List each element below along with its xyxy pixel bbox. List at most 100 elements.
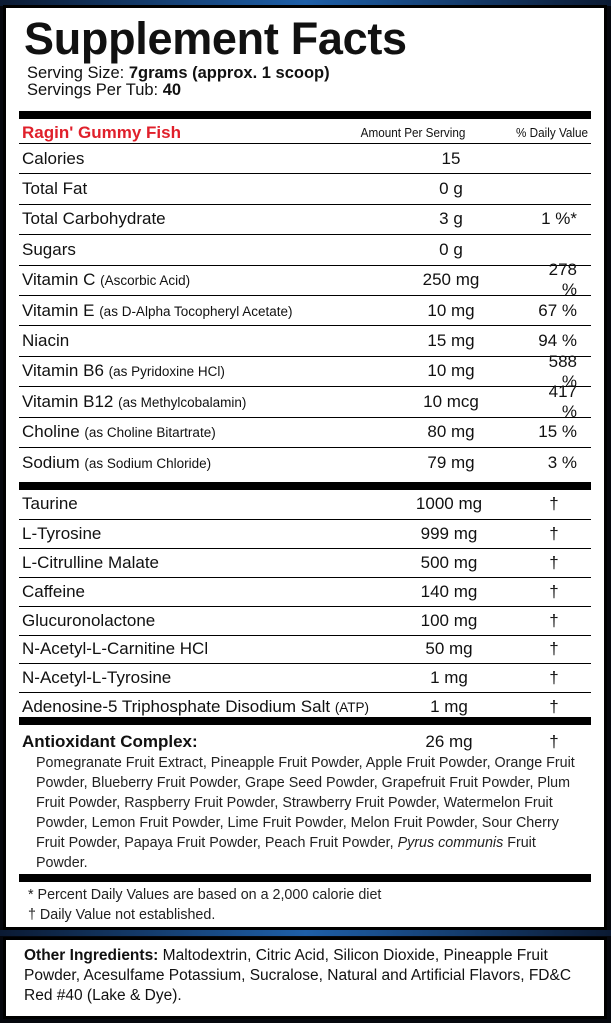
serving-size-label: Serving Size:: [27, 64, 125, 82]
nutrient-name: Calories: [22, 148, 85, 168]
row-amount: 79 mg: [427, 452, 475, 472]
panel-title: Supplement Facts: [24, 13, 407, 64]
row-amount: 0 g: [439, 239, 463, 259]
table-row: Calories 15: [19, 143, 591, 173]
table-row: Vitamin B6 (as Pyridoxine HCl) 10 mg 588 %: [19, 352, 591, 391]
row-name: Sodium (as Sodium Chloride): [22, 453, 396, 473]
nutrient-name: Vitamin B6: [22, 361, 104, 381]
row-dv: 417 %: [548, 381, 577, 421]
nutrient-name: Vitamin E: [22, 300, 95, 320]
row-name: L-Tyrosine: [22, 524, 394, 544]
row-amount: 10 mg: [427, 300, 475, 320]
antioxidant-list: Pomegranate Fruit Extract, Pineapple Fru…: [22, 753, 588, 873]
servings-value: 40: [162, 81, 182, 99]
background-strip: [0, 0, 611, 6]
table-row: Choline (as Choline Bitartrate) 80 mg 15 %: [19, 416, 591, 447]
antioxidant-label: Antioxidant Complex:: [22, 732, 198, 751]
nutrient-name: N-Acetyl-L-Carnitine HCl: [22, 639, 209, 659]
nutrient-name: Sodium: [22, 452, 80, 472]
nutrient-name: Taurine: [22, 494, 78, 514]
row-name: N-Acetyl-L-Carnitine HCl: [22, 639, 394, 659]
nutrient-name: Adenosine-5 Triphosphate Disodium Salt: [22, 697, 331, 717]
antioxidant-amount: 26 mg: [425, 732, 473, 751]
product-name: Ragin' Gummy Fish: [22, 122, 181, 142]
table-header: Ragin' Gummy Fish Amount Per Serving % D…: [22, 120, 588, 145]
row-dv: 3 %: [547, 452, 577, 472]
row-dv: †: [549, 639, 559, 659]
nutrient-note: (as Methylcobalamin): [118, 394, 247, 410]
table-row: L-Tyrosine 999 mg †: [19, 518, 591, 548]
nutrient-name: L-Tyrosine: [22, 523, 102, 543]
serving-size: Serving Size: 7grams (approx. 1 scoop): [27, 64, 330, 82]
row-amount: 10 mcg: [423, 391, 479, 411]
nutrient-name: Niacin: [22, 331, 70, 351]
table-row: Adenosine-5 Triphosphate Disodium Salt (…: [19, 692, 591, 721]
row-name: N-Acetyl-L-Tyrosine: [22, 668, 394, 688]
row-amount: 100 mg: [420, 610, 478, 630]
row-name: Choline (as Choline Bitartrate): [22, 422, 396, 442]
row-name: Vitamin B12 (as Methylcobalamin): [22, 392, 396, 412]
antioxidant-list-text: Pomegranate Fruit Extract, Pineapple Fru…: [36, 755, 575, 851]
dv-header: % Daily Value: [516, 125, 588, 140]
nutrient-name: L-Citrulline Malate: [22, 552, 159, 572]
row-dv: 94 %: [538, 331, 577, 351]
row-name: Vitamin C (Ascorbic Acid): [22, 270, 396, 290]
row-amount: 15 mg: [427, 331, 475, 351]
nutrient-name: Glucuronolactone: [22, 610, 156, 630]
row-dv: 588 %: [548, 351, 577, 391]
row-name: Total Carbohydrate: [22, 209, 396, 229]
row-amount: 1 mg: [430, 697, 468, 717]
row-amount: 15: [441, 148, 461, 168]
row-name: Sugars: [22, 240, 396, 260]
antioxidant-list-italic: Pyrus communis: [397, 835, 504, 851]
divider: [19, 717, 591, 725]
table-row: Taurine 1000 mg †: [19, 490, 591, 519]
row-name: Niacin: [22, 331, 396, 351]
row-dv: †: [549, 494, 559, 514]
nutrient-note: (as Pyridoxine HCl): [108, 364, 225, 380]
nutrient-name: Total Fat: [22, 179, 88, 199]
table-row: N-Acetyl-L-Tyrosine 1 mg †: [19, 663, 591, 692]
row-dv: 278 %: [548, 260, 577, 300]
nutrient-name: Caffeine: [22, 581, 86, 601]
servings-label: Servings Per Tub:: [27, 81, 159, 99]
table-row: N-Acetyl-L-Carnitine HCl 50 mg †: [19, 634, 591, 664]
row-amount: 80 mg: [427, 422, 475, 442]
nutrient-note: (as D-Alpha Tocopheryl Acetate): [99, 303, 293, 319]
servings-per-tub: Servings Per Tub: 40: [27, 81, 181, 99]
nutrient-name: Total Carbohydrate: [22, 209, 166, 229]
row-name: Taurine: [22, 494, 394, 514]
table-row: L-Citrulline Malate 500 mg †: [19, 547, 591, 577]
row-dv: †: [549, 610, 559, 630]
table-row: Sodium (as Sodium Chloride) 79 mg 3 %: [19, 447, 591, 477]
row-amount: 999 mg: [420, 523, 478, 543]
row-amount: 250 mg: [422, 270, 480, 290]
row-dv: †: [549, 697, 559, 717]
amount-header: Amount Per Serving: [360, 125, 466, 140]
table-row: Vitamin C (Ascorbic Acid) 250 mg 278 %: [19, 260, 591, 299]
background-strip: [0, 930, 611, 936]
row-amount: 3 g: [439, 209, 463, 229]
nutrient-note: (as Choline Bitartrate): [84, 425, 216, 441]
table-row: Vitamin B12 (as Methylcobalamin) 10 mcg 41…: [19, 382, 591, 421]
other-ingredients-label: Other Ingredients:: [24, 947, 159, 964]
row-name: Vitamin E (as D-Alpha Tocopheryl Acetate…: [22, 301, 396, 321]
table-row: Niacin 15 mg 94 %: [19, 325, 591, 355]
row-name: Caffeine: [22, 582, 394, 602]
other-ingredients-panel: Other Ingredients: Maltodextrin, Citric …: [3, 937, 607, 1019]
row-dv: †: [549, 581, 559, 601]
footnote-dagger: † Daily Value not established.: [28, 907, 216, 923]
row-amount: 1 mg: [430, 668, 468, 688]
table-row: Caffeine 140 mg †: [19, 576, 591, 606]
row-name: Glucuronolactone: [22, 611, 394, 631]
row-dv: 1 %*: [541, 209, 577, 229]
row-dv: 67 %: [538, 300, 577, 320]
footnote-dv: * Percent Daily Values are based on a 2,…: [28, 887, 382, 903]
nutrient-name: Vitamin C: [22, 270, 96, 290]
row-dv: 15 %: [538, 422, 577, 442]
serving-size-value: 7grams (approx. 1 scoop): [128, 64, 330, 82]
row-name: Adenosine-5 Triphosphate Disodium Salt (…: [22, 697, 394, 717]
row-amount: 50 mg: [425, 639, 473, 659]
antioxidant-complex: Antioxidant Complex: 26 mg † Pomegranate…: [22, 732, 588, 873]
row-amount: 1000 mg: [415, 494, 483, 514]
